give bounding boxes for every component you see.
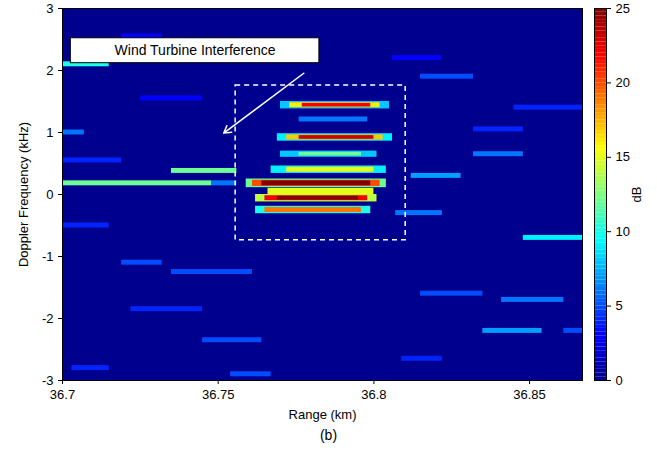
svg-text:1: 1 — [46, 125, 53, 140]
svg-text:0: 0 — [46, 187, 53, 202]
svg-text:36.7: 36.7 — [50, 387, 75, 402]
svg-text:Doppler Frequency (kHz): Doppler Frequency (kHz) — [16, 122, 31, 267]
svg-text:3: 3 — [46, 1, 53, 16]
svg-text:36.85: 36.85 — [513, 387, 546, 402]
svg-text:20: 20 — [616, 75, 630, 90]
svg-text:dB: dB — [629, 187, 644, 203]
svg-text:Wind Turbine Interference: Wind Turbine Interference — [115, 42, 276, 58]
svg-text:36.75: 36.75 — [202, 387, 235, 402]
svg-text:-1: -1 — [42, 249, 54, 264]
svg-text:0: 0 — [616, 373, 623, 388]
svg-text:2: 2 — [46, 63, 53, 78]
svg-text:15: 15 — [616, 149, 630, 164]
html-text:(b): (b) — [319, 427, 338, 443]
svg-text:-2: -2 — [42, 311, 54, 326]
svg-text:36.8: 36.8 — [361, 387, 386, 402]
svg-text:5: 5 — [616, 298, 623, 313]
svg-text:-3: -3 — [42, 373, 54, 388]
svg-text:10: 10 — [616, 224, 630, 239]
svg-text:25: 25 — [616, 1, 630, 16]
svg-text:Range (km): Range (km) — [289, 407, 357, 422]
